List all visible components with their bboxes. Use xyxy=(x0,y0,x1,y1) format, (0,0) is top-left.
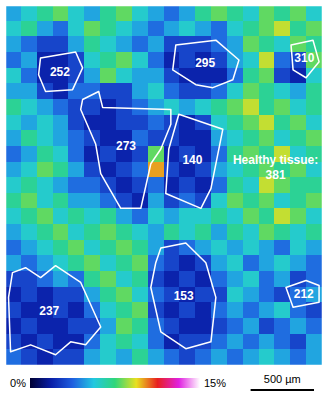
svg-text:140: 140 xyxy=(182,153,202,167)
svg-text:500 µm: 500 µm xyxy=(264,373,301,385)
svg-text:Healthy tissue:381: Healthy tissue:381 xyxy=(233,153,318,181)
svg-text:252: 252 xyxy=(50,65,70,79)
svg-text:212: 212 xyxy=(294,287,314,301)
svg-text:0%: 0% xyxy=(10,377,26,389)
svg-text:153: 153 xyxy=(174,289,194,303)
svg-text:310: 310 xyxy=(294,51,314,65)
svg-text:237: 237 xyxy=(39,304,59,318)
svg-text:295: 295 xyxy=(195,56,215,70)
svg-text:15%: 15% xyxy=(204,377,226,389)
svg-text:273: 273 xyxy=(116,139,136,153)
